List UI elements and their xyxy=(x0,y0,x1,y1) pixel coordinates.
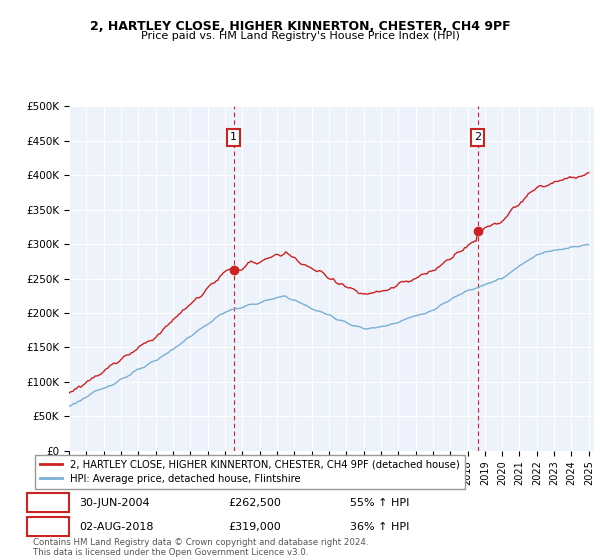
Text: 1: 1 xyxy=(44,498,51,508)
Text: 30-JUN-2004: 30-JUN-2004 xyxy=(80,498,151,508)
Text: 1: 1 xyxy=(230,132,237,142)
Text: 2: 2 xyxy=(474,132,481,142)
Text: Contains HM Land Registry data © Crown copyright and database right 2024.
This d: Contains HM Land Registry data © Crown c… xyxy=(33,538,368,557)
Text: 2, HARTLEY CLOSE, HIGHER KINNERTON, CHESTER, CH4 9PF: 2, HARTLEY CLOSE, HIGHER KINNERTON, CHES… xyxy=(89,20,511,32)
Text: £262,500: £262,500 xyxy=(229,498,281,508)
Text: 36% ↑ HPI: 36% ↑ HPI xyxy=(350,522,410,531)
Text: Price paid vs. HM Land Registry's House Price Index (HPI): Price paid vs. HM Land Registry's House … xyxy=(140,31,460,41)
FancyBboxPatch shape xyxy=(27,517,68,536)
FancyBboxPatch shape xyxy=(27,493,68,512)
Text: £319,000: £319,000 xyxy=(229,522,281,531)
Text: 02-AUG-2018: 02-AUG-2018 xyxy=(80,522,154,531)
Text: 55% ↑ HPI: 55% ↑ HPI xyxy=(350,498,410,508)
Legend: 2, HARTLEY CLOSE, HIGHER KINNERTON, CHESTER, CH4 9PF (detached house), HPI: Aver: 2, HARTLEY CLOSE, HIGHER KINNERTON, CHES… xyxy=(35,455,465,489)
Text: 2: 2 xyxy=(44,522,51,531)
